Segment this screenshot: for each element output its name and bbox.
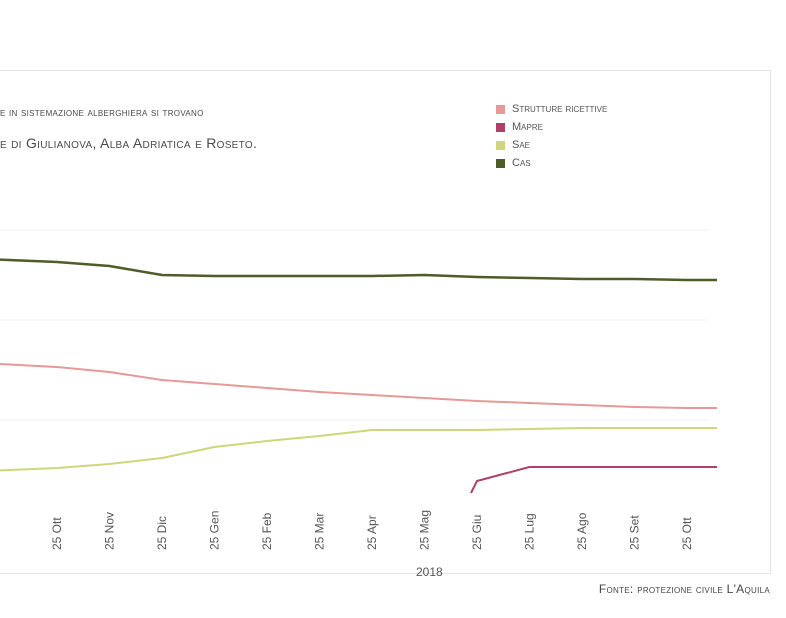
x-tick-label: 25 Set: [628, 515, 642, 550]
legend-item-strutture: Strutture ricettive: [496, 100, 607, 118]
legend-item-cas: Cas: [496, 154, 607, 172]
series-line-3: [0, 258, 717, 282]
x-tick-label: 25 Ott: [680, 517, 694, 550]
legend-item-mapre: Mapre: [496, 118, 607, 136]
chart-legend: Strutture ricettive Mapre Sae Cas: [496, 100, 607, 172]
caption-line-1: e in sistemazione alberghiera si trovano: [0, 107, 204, 119]
legend-swatch-mapre: [496, 122, 505, 132]
chart-caption: e in sistemazione alberghiera si trovano…: [0, 98, 257, 158]
x-tick-label: 25 Dic: [155, 516, 169, 550]
legend-label-cas: Cas: [512, 157, 531, 169]
x-tick-label: 25 Giu: [470, 515, 484, 550]
x-tick-label: 25 Mar: [313, 513, 327, 550]
source-note: Fonte: protezione civile L'Aquila: [598, 582, 770, 596]
x-tick-label: 25 Ott: [50, 517, 64, 550]
x-tick-label: 25 Feb: [260, 512, 274, 550]
series-line-2: [0, 427, 717, 472]
x-tick-label: 25 Apr: [365, 515, 379, 550]
x-tick-label: 25 Nov: [103, 512, 117, 550]
legend-swatch-sae: [496, 140, 505, 150]
legend-swatch-strutture: [496, 104, 505, 114]
series-line-1: [470, 466, 717, 494]
x-tick-label: 25 Mag: [418, 510, 432, 550]
series-line-0: [0, 363, 717, 409]
year-label: 2018: [416, 565, 443, 579]
legend-label-mapre: Mapre: [512, 121, 543, 133]
legend-swatch-cas: [496, 158, 505, 168]
caption-line-2: e di Giulianova, Alba Adriatica e Roseto…: [0, 135, 258, 151]
legend-label-strutture: Strutture ricettive: [512, 103, 608, 115]
chart-frame: [0, 70, 771, 574]
legend-item-sae: Sae: [496, 136, 607, 154]
x-tick-label: 25 Ago: [575, 512, 589, 550]
x-tick-label: 25 Gen: [208, 511, 222, 550]
legend-label-sae: Sae: [512, 139, 531, 151]
x-tick-label: 25 Lug: [523, 513, 537, 550]
